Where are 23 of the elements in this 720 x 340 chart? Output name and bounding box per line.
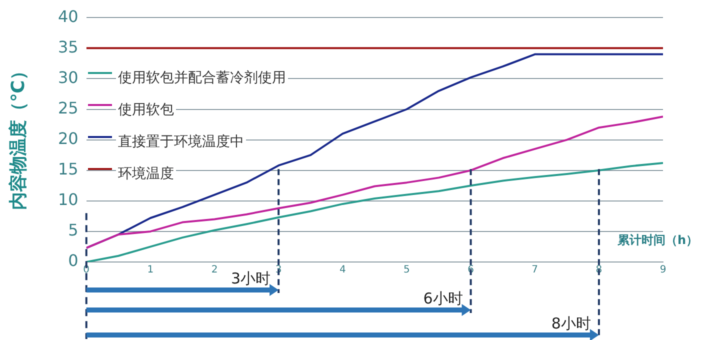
y-tick-label: 5 xyxy=(68,220,78,240)
y-tick-label: 15 xyxy=(58,160,78,179)
legend-label: 使用软包并配合蓄冷剂使用 xyxy=(116,69,288,87)
x-tick-label: 1 xyxy=(147,264,154,276)
y-tick-label: 25 xyxy=(58,98,78,118)
x-tick-label: 4 xyxy=(339,264,346,276)
y-tick-label: 30 xyxy=(58,68,78,87)
x-tick-label: 2 xyxy=(211,264,218,276)
y-tick-label: 35 xyxy=(58,37,78,56)
legend-label: 直接置于环境温度中 xyxy=(116,133,246,151)
y-axis-title: 内容物温度（℃） xyxy=(7,62,30,210)
y-tick-label: 20 xyxy=(58,128,78,148)
ref-line-label: 3小时 xyxy=(231,269,271,288)
y-tick-label: 40 xyxy=(58,6,78,26)
x-tick-label: 9 xyxy=(660,264,666,276)
x-tick-label: 7 xyxy=(532,264,538,276)
ref-line-label: 6小时 xyxy=(423,289,463,308)
legend-label: 环境温度 xyxy=(116,165,176,183)
y-tick-label: 10 xyxy=(58,190,78,210)
x-tick-label: 5 xyxy=(404,264,410,276)
x-axis-title: 累计时间（h） xyxy=(617,232,698,249)
ref-line-label: 8小时 xyxy=(551,314,591,332)
legend-label: 使用软包 xyxy=(116,101,176,119)
